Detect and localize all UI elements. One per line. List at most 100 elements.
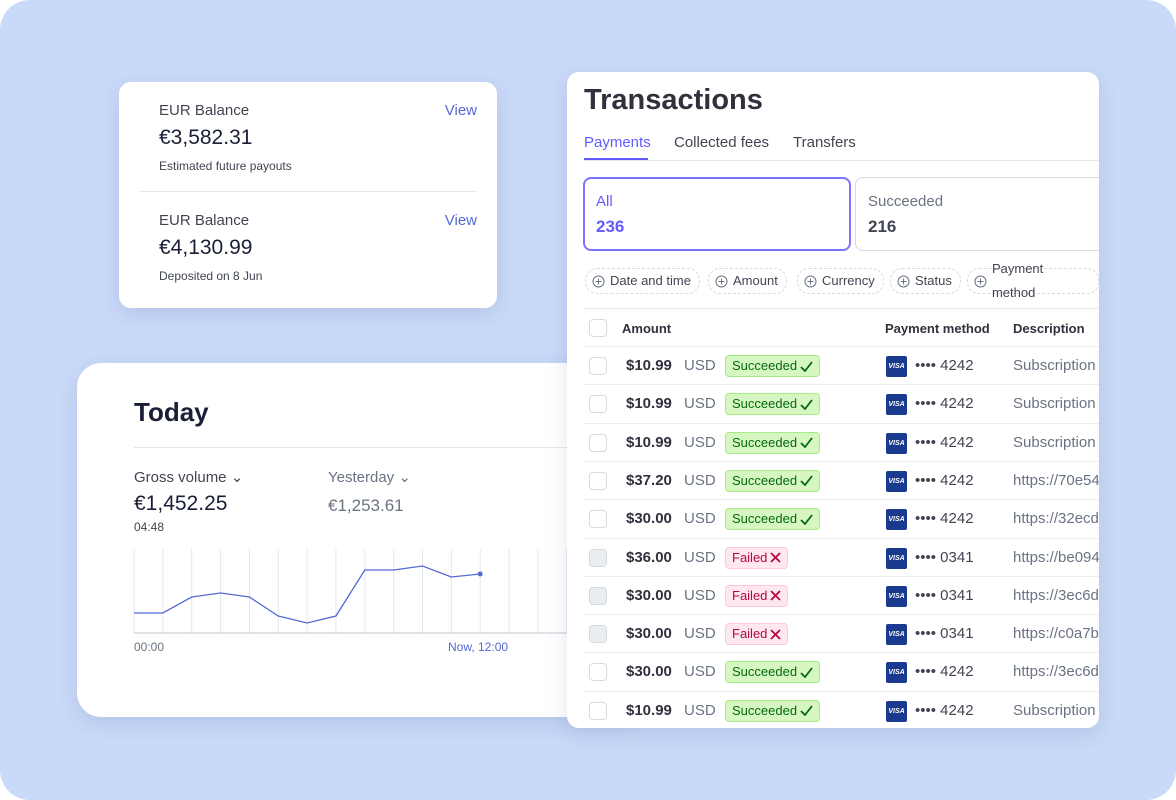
status-badge: Succeeded xyxy=(725,355,821,377)
currency: USD xyxy=(684,701,716,719)
metric-label[interactable]: Gross volume ⌄ xyxy=(134,469,244,486)
card-brand: VISA xyxy=(886,700,907,722)
chip-label: Status xyxy=(915,273,952,288)
status-text: Succeeded xyxy=(732,472,798,488)
description: https://c0a7b xyxy=(1013,625,1099,643)
column-header: Payment method xyxy=(885,321,990,336)
currency: USD xyxy=(684,663,716,681)
check-icon xyxy=(800,705,813,717)
checkbox[interactable] xyxy=(589,319,607,337)
description: Subscription xyxy=(1013,357,1096,374)
checkbox[interactable] xyxy=(589,625,607,644)
axis-label: 00:00 xyxy=(134,640,165,654)
compare-value: €1,253.61 xyxy=(328,496,404,515)
currency: USD xyxy=(684,586,716,604)
card-brand: VISA xyxy=(886,509,907,531)
checkbox[interactable] xyxy=(589,510,607,529)
amount: $10.99 xyxy=(626,357,672,374)
sparkline-endpoint xyxy=(477,571,483,577)
description: https://32ecd xyxy=(1013,510,1099,528)
divider xyxy=(583,308,1099,309)
transactions-panel: Transactions All 236 Succeeded 216 Amoun… xyxy=(567,72,1099,728)
check-icon xyxy=(800,667,813,678)
checkbox[interactable] xyxy=(589,663,607,682)
chip-label: Currency xyxy=(822,273,875,288)
card-number: •••• 4242 xyxy=(915,663,974,681)
currency: USD xyxy=(684,357,716,374)
cross-icon xyxy=(770,628,782,640)
card-brand: VISA xyxy=(886,547,907,569)
plus-icon xyxy=(974,275,987,287)
tab[interactable]: Transfers xyxy=(793,134,856,151)
status-text: Succeeded xyxy=(732,358,798,373)
filter-card-active[interactable] xyxy=(583,177,851,251)
status-text: Succeeded xyxy=(732,702,798,718)
card-number: •••• 4242 xyxy=(915,357,974,374)
row-divider xyxy=(583,460,1099,462)
card-brand: VISA xyxy=(886,356,907,377)
metric-label-text: Gross volume xyxy=(134,469,227,486)
metric-value: €1,452.25 xyxy=(134,492,228,515)
status-badge: Succeeded xyxy=(725,699,821,722)
description: https://3ec6d xyxy=(1013,586,1099,604)
amount: $30.00 xyxy=(626,586,672,604)
card-number: •••• 4242 xyxy=(915,701,974,719)
filter-card[interactable] xyxy=(855,177,1099,251)
description: https://be094 xyxy=(1013,548,1099,566)
status-badge: Succeeded xyxy=(725,431,821,454)
axis-label: Now, 12:00 xyxy=(448,640,509,654)
row-divider xyxy=(583,384,1099,386)
column-header: Amount xyxy=(622,321,672,336)
amount: $30.00 xyxy=(626,625,672,643)
currency: USD xyxy=(684,471,716,489)
compare-label[interactable]: Yesterday ⌄ xyxy=(328,469,411,486)
row-divider xyxy=(583,537,1099,539)
currency: USD xyxy=(684,510,716,528)
row-divider xyxy=(583,614,1099,616)
status-text: Succeeded xyxy=(732,434,798,450)
tab[interactable]: Payments xyxy=(584,134,651,151)
filter-chip[interactable]: Amount xyxy=(708,268,787,294)
checkbox[interactable] xyxy=(589,433,607,452)
status-badge: Failed xyxy=(725,584,789,607)
check-icon xyxy=(800,475,813,487)
row-divider xyxy=(583,575,1099,577)
check-icon xyxy=(800,437,813,449)
filter-label: All xyxy=(596,193,613,210)
view-link[interactable]: View xyxy=(444,102,477,119)
checkbox[interactable] xyxy=(589,701,607,720)
card-brand: VISA xyxy=(886,585,907,607)
amount: $10.99 xyxy=(626,701,672,719)
status-text: Succeeded xyxy=(732,511,798,527)
balance-label: EUR Balance xyxy=(159,212,250,229)
filter-chip[interactable]: Status xyxy=(890,268,961,294)
status-text: Failed xyxy=(732,549,768,565)
currency: USD xyxy=(684,395,716,413)
checkbox[interactable] xyxy=(589,471,607,490)
checkbox[interactable] xyxy=(589,357,607,375)
check-icon xyxy=(800,514,813,525)
card-brand: VISA xyxy=(886,394,907,416)
status-badge: Succeeded xyxy=(725,661,821,684)
card-brand: VISA xyxy=(886,662,907,684)
view-link[interactable]: View xyxy=(444,212,477,229)
plus-icon xyxy=(592,275,605,287)
currency: USD xyxy=(684,433,716,451)
checkbox[interactable] xyxy=(589,548,607,567)
checkbox[interactable] xyxy=(589,586,607,605)
divider xyxy=(139,191,477,192)
tab[interactable]: Collected fees xyxy=(674,134,770,151)
filter-chip[interactable]: Currency xyxy=(797,268,884,294)
filter-chip[interactable]: Date and time xyxy=(585,268,700,294)
checkbox[interactable] xyxy=(589,395,607,414)
status-text: Failed xyxy=(732,626,768,642)
balance-label: EUR Balance xyxy=(159,102,250,119)
filter-count: 236 xyxy=(596,217,625,236)
filter-chip[interactable]: Payment method xyxy=(967,261,1099,300)
description: https://3ec6d xyxy=(1013,663,1099,681)
status-badge: Succeeded xyxy=(725,508,821,531)
compare-label-text: Yesterday xyxy=(328,469,395,486)
description: Subscription xyxy=(1013,395,1096,413)
sparkline xyxy=(134,565,481,624)
plus-icon xyxy=(804,275,817,287)
